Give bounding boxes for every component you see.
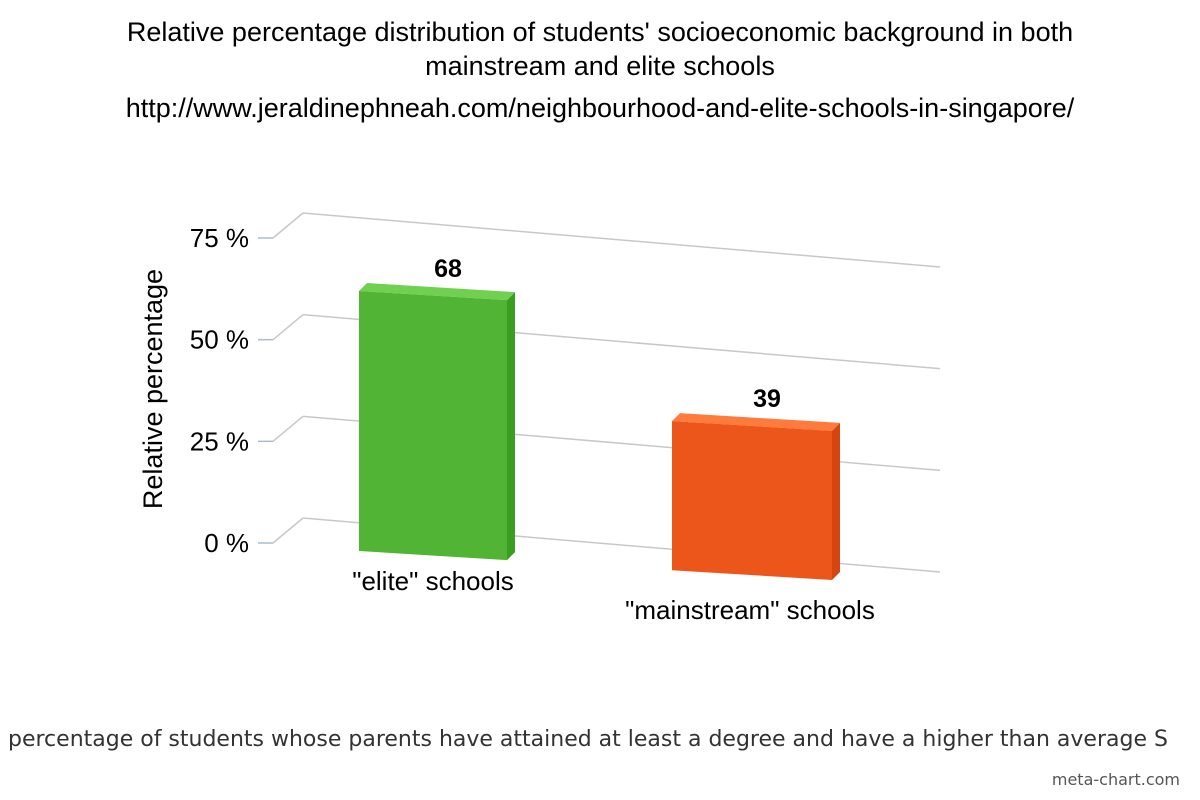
bar — [359, 291, 507, 561]
credit-text: meta-chart.com — [1051, 770, 1180, 789]
data-labels: 68 39 — [434, 255, 781, 413]
gridline-side — [272, 415, 304, 442]
bar-top — [359, 283, 515, 301]
y-tick-label: 25 % — [190, 426, 249, 456]
data-label: 39 — [753, 385, 781, 413]
chart-title-line-1: Relative percentage distribution of stud… — [126, 17, 1074, 47]
category-label: "mainstream" schools — [625, 595, 875, 625]
gridline — [302, 212, 941, 268]
chart-subtitle: http://www.jeraldinephneah.com/neighbour… — [125, 93, 1075, 123]
bars — [359, 283, 840, 580]
y-tick-label: 0 % — [204, 528, 249, 558]
data-label: 68 — [434, 255, 462, 283]
y-axis-ticks: 0 % 25 % 50 % 75 % — [190, 223, 273, 558]
bar-side — [507, 292, 515, 561]
gridline-side — [272, 517, 304, 544]
bar-side — [832, 422, 840, 580]
y-tick-label: 75 % — [190, 223, 249, 253]
bar-top — [672, 413, 840, 431]
x-axis-categories: "elite" schools "mainstream" schools — [352, 566, 875, 625]
y-tick-label: 50 % — [190, 325, 249, 355]
chart-title-line-2: mainstream and elite schools — [425, 51, 775, 81]
bar — [672, 421, 832, 580]
x-axis-caption: percentage of students whose parents hav… — [8, 727, 1168, 752]
gridline-side — [272, 212, 304, 239]
category-label: "elite" schools — [352, 566, 514, 596]
gridline-side — [272, 314, 304, 341]
y-axis-label: Relative percentage — [138, 269, 168, 509]
